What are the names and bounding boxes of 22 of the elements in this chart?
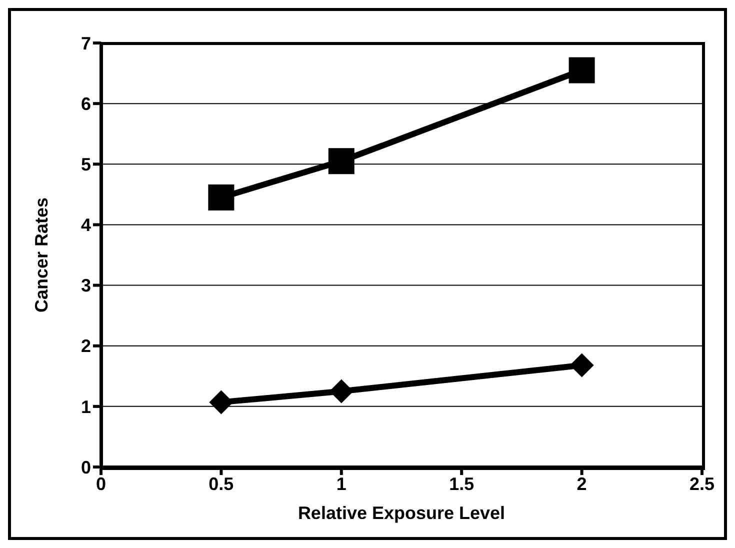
y-tick-label: 5: [80, 154, 91, 175]
x-tick-label: 2: [576, 474, 587, 494]
point: [570, 353, 594, 378]
y-tick-label: 7: [80, 33, 91, 54]
x-tick-label: 1.5: [449, 474, 474, 494]
point: [208, 184, 234, 210]
point: [209, 390, 234, 414]
y-tick-label: 4: [80, 215, 91, 236]
point: [329, 379, 354, 404]
x-tick-label: 2.5: [689, 474, 715, 494]
y-tick-label: 6: [80, 94, 91, 114]
point: [328, 148, 354, 174]
y-tick-label: 3: [80, 276, 91, 296]
y-tick-label: 2: [80, 336, 91, 356]
x-tick-label: 0.5: [208, 474, 234, 494]
x-tick-label: 0: [96, 474, 106, 494]
x-tick-label: 1: [336, 474, 346, 494]
point: [568, 57, 595, 84]
x-axis-title: Relative Exposure Level: [298, 503, 506, 523]
y-tick-label: 1: [80, 396, 91, 417]
y-tick-label: 0: [80, 457, 91, 478]
y-axis-title: Cancer Rates: [31, 197, 52, 313]
